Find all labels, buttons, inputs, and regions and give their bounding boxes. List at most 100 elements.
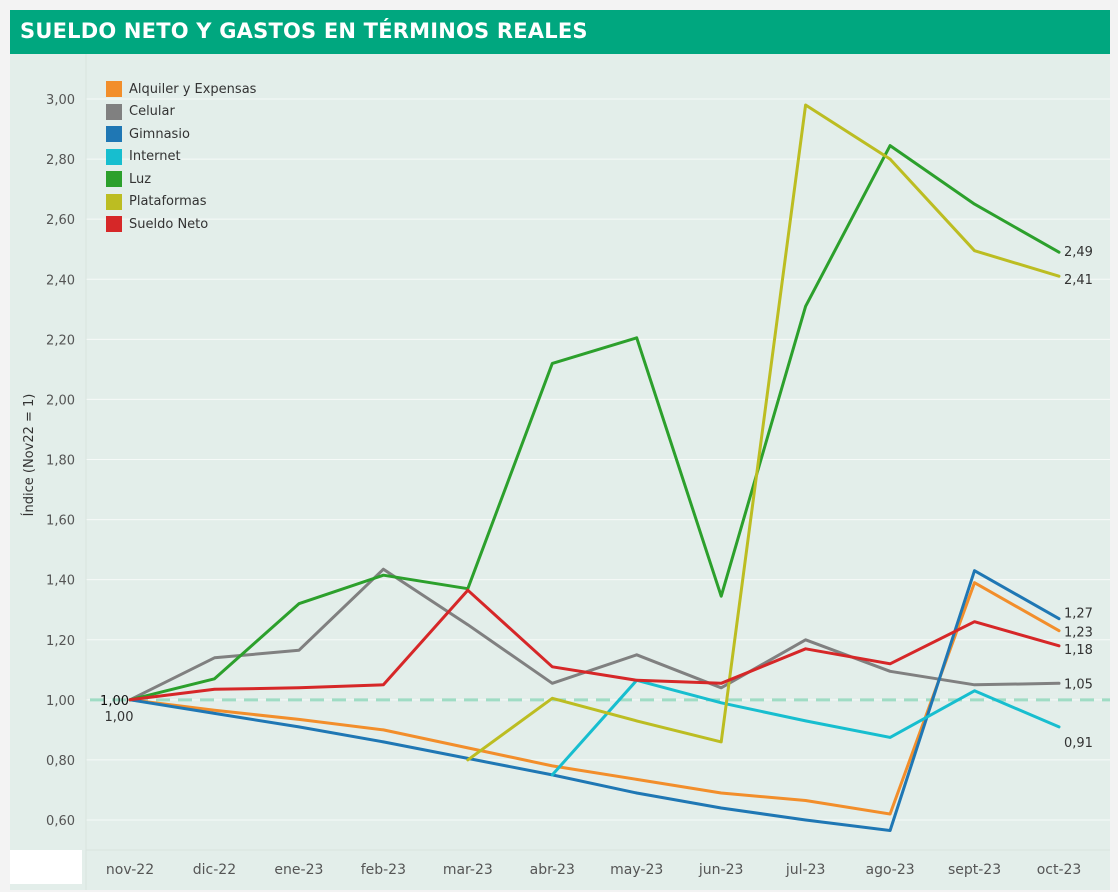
x-tick-label: mar-23 — [443, 862, 493, 878]
data-point — [1058, 275, 1061, 278]
legend-item[interactable]: Plataformas — [106, 191, 256, 214]
data-point — [382, 740, 385, 743]
x-tick-label: jun-23 — [698, 862, 744, 878]
legend-item[interactable]: Alquiler y Expensas — [106, 78, 256, 101]
x-tick-label: ene-23 — [274, 862, 323, 878]
legend-label: Gimnasio — [129, 126, 190, 142]
y-tick-label: 3,00 — [46, 93, 75, 108]
end-value-label: 0,91 — [1064, 736, 1093, 751]
end-value-label: 1,23 — [1064, 626, 1093, 641]
data-point — [804, 719, 807, 722]
legend-swatch — [106, 193, 122, 210]
data-point — [551, 764, 554, 767]
legend-item[interactable]: Celular — [106, 101, 256, 124]
end-value-label: 1,27 — [1064, 607, 1093, 622]
legend-item[interactable]: Gimnasio — [106, 123, 256, 146]
legend-label: Sueldo Neto — [129, 216, 209, 232]
legend-label: Internet — [129, 149, 181, 165]
series-line-luz — [128, 144, 1061, 702]
legend-swatch — [106, 81, 122, 98]
data-point — [804, 305, 807, 308]
data-point — [1058, 725, 1061, 728]
data-point — [213, 709, 216, 712]
y-tick-label: 1,80 — [46, 454, 75, 469]
data-point — [635, 791, 638, 794]
end-value-label: 2,41 — [1064, 273, 1093, 288]
data-point — [720, 791, 723, 794]
data-point — [297, 649, 300, 652]
data-point — [973, 683, 976, 686]
data-point — [551, 362, 554, 365]
y-tick-label: 0,60 — [46, 814, 75, 829]
y-tick-label: 0,80 — [46, 754, 75, 769]
data-point — [973, 620, 976, 623]
series-line-sueldo-neto — [128, 588, 1061, 702]
series-line-plataformas — [466, 103, 1061, 762]
series-line-alquiler-y-expensas — [128, 581, 1061, 816]
data-point — [1058, 682, 1061, 685]
data-point — [466, 758, 469, 761]
data-point — [889, 812, 892, 815]
data-point — [297, 602, 300, 605]
data-point — [1058, 617, 1061, 620]
data-point — [804, 819, 807, 822]
y-tick-label: 2,40 — [46, 273, 75, 288]
data-point — [804, 799, 807, 802]
data-point — [720, 740, 723, 743]
data-point — [720, 595, 723, 598]
data-point — [466, 746, 469, 749]
legend[interactable]: Alquiler y Expensas Celular Gimnasio Intern… — [106, 78, 256, 236]
x-tick-label: sept-23 — [948, 862, 1001, 878]
chart-title: SUELDO NETO Y GASTOS EN TÉRMINOS REALES — [20, 19, 588, 43]
legend-item[interactable]: Internet — [106, 146, 256, 169]
data-point — [635, 778, 638, 781]
end-value-label: 1,18 — [1064, 643, 1093, 658]
data-point — [382, 574, 385, 577]
legend-swatch — [106, 148, 122, 165]
data-point — [297, 718, 300, 721]
x-tick-label: feb-23 — [361, 862, 406, 878]
data-point — [1058, 644, 1061, 647]
legend-swatch — [106, 103, 122, 120]
legend-label: Celular — [129, 104, 175, 120]
x-tick-label: nov-22 — [106, 862, 154, 878]
data-point — [889, 662, 892, 665]
x-tick-label: oct-23 — [1037, 862, 1082, 878]
x-tick-label: ago-23 — [866, 862, 915, 878]
corner-blank — [10, 850, 82, 884]
data-point — [382, 683, 385, 686]
legend-swatch — [106, 216, 122, 233]
end-value-label: 1,05 — [1064, 677, 1093, 692]
y-axis-title: Índice (Nov22 = 1) — [21, 394, 37, 517]
y-tick-label: 1,60 — [46, 514, 75, 529]
data-point — [213, 656, 216, 659]
end-value-label: 2,49 — [1064, 245, 1093, 260]
data-point — [466, 623, 469, 626]
data-point — [635, 336, 638, 339]
data-point — [635, 679, 638, 682]
data-point — [551, 665, 554, 668]
data-point — [973, 689, 976, 692]
data-point — [973, 569, 976, 572]
legend-item[interactable]: Luz — [106, 168, 256, 191]
data-point — [720, 701, 723, 704]
data-point — [551, 773, 554, 776]
series-line-gimnasio — [128, 569, 1061, 832]
data-point — [635, 719, 638, 722]
data-point — [720, 806, 723, 809]
x-tick-label: abr-23 — [530, 862, 575, 878]
series-line-internet — [550, 678, 1061, 777]
data-point — [973, 249, 976, 252]
legend-item[interactable]: Sueldo Neto — [106, 213, 256, 236]
y-tick-label: 2,60 — [46, 213, 75, 228]
data-point — [382, 728, 385, 731]
data-point — [213, 688, 216, 691]
data-point — [213, 677, 216, 680]
title-bar: SUELDO NETO Y GASTOS EN TÉRMINOS REALES — [10, 10, 1110, 54]
y-tick-label: 1,40 — [46, 574, 75, 589]
data-point — [297, 686, 300, 689]
data-point — [1058, 251, 1061, 254]
series-line-celular — [128, 567, 1061, 702]
data-point — [889, 144, 892, 147]
